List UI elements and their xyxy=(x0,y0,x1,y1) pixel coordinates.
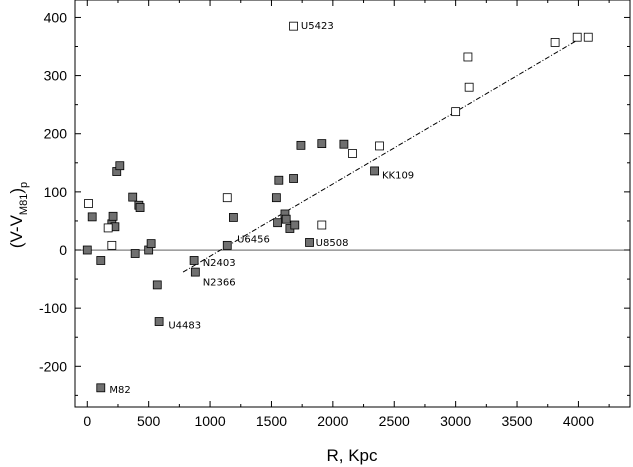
open-point-5 xyxy=(317,220,327,230)
x-tick-label: 1000 xyxy=(194,413,225,429)
open-point-11 xyxy=(550,38,560,47)
y-tick-label: 200 xyxy=(44,126,68,142)
filled-point-0 xyxy=(82,245,92,255)
x-tick-label: 4000 xyxy=(563,413,594,429)
y-tick-label: -200 xyxy=(39,358,67,374)
fit-line xyxy=(182,39,579,273)
y-tick-label: 100 xyxy=(44,184,68,200)
plot-frame xyxy=(74,0,631,408)
filled-point-26 xyxy=(289,174,298,183)
x-axis-ticks: 0 500 1000 1500 2000 2500 3000 3500 4000 xyxy=(83,0,610,429)
filled-point-9 xyxy=(130,249,140,258)
filled-point-2 xyxy=(96,256,106,265)
open-point-6 xyxy=(348,149,357,158)
filled-point-4 xyxy=(108,211,118,221)
filled-point-7 xyxy=(115,161,125,171)
open-point-4 xyxy=(289,21,298,31)
open-point-3 xyxy=(222,193,232,203)
open-point-9 xyxy=(463,52,473,62)
y-axis-title-sub: M81 xyxy=(18,194,30,215)
filled-point-16 xyxy=(189,256,199,265)
y-tick-label: 400 xyxy=(44,9,68,25)
open-point-7 xyxy=(375,141,384,151)
annotation-u5423: U5423 xyxy=(301,21,334,32)
data-points xyxy=(82,21,593,393)
filled-point-31 xyxy=(339,139,349,149)
y-axis-title-sub2: p xyxy=(18,182,30,188)
filled-point-15 xyxy=(154,317,164,326)
filled-point-32 xyxy=(370,166,380,176)
filled-point-22 xyxy=(274,175,284,185)
open-point-13 xyxy=(583,32,593,42)
annotations: U5423 KK109 U6456 U8508 N2403 N2366 U4483 M82 xyxy=(109,21,414,396)
x-tick-label: 2000 xyxy=(317,413,348,429)
x-tick-label: 0 xyxy=(83,413,91,429)
annotation-u8508: U8508 xyxy=(316,238,349,249)
regression-line xyxy=(182,39,579,273)
open-point-8 xyxy=(451,107,461,117)
annotation-n2403: N2403 xyxy=(203,258,236,269)
x-tick-label: 3000 xyxy=(440,413,471,429)
annotation-n2366: N2366 xyxy=(203,278,236,289)
filled-point-29 xyxy=(305,238,314,247)
x-tick-label: 1500 xyxy=(256,413,287,429)
filled-point-27 xyxy=(290,220,300,230)
y-axis-title: (V-VM81)p xyxy=(7,182,30,248)
open-point-10 xyxy=(464,82,474,92)
open-point-12 xyxy=(572,32,582,42)
x-tick-label: 2500 xyxy=(379,413,410,429)
filled-point-1 xyxy=(87,212,97,222)
open-point-1 xyxy=(103,223,113,233)
filled-point-14 xyxy=(152,280,162,290)
annotation-m82: M82 xyxy=(109,385,130,396)
filled-point-19 xyxy=(228,213,238,222)
filled-point-11 xyxy=(135,203,145,212)
y-axis-title-close: ) xyxy=(7,188,26,194)
annotation-u4483: U4483 xyxy=(168,321,201,332)
annotation-u6456: U6456 xyxy=(237,235,270,246)
annotation-kk109: KK109 xyxy=(382,171,414,182)
y-axis-title-main: (V-V xyxy=(7,214,26,248)
filled-point-21 xyxy=(273,218,282,228)
filled-point-30 xyxy=(317,139,327,149)
filled-point-28 xyxy=(296,140,306,150)
x-tick-label: 3500 xyxy=(501,413,532,429)
filled-point-8 xyxy=(128,192,138,202)
filled-point-17 xyxy=(190,267,200,277)
x-tick-label: 500 xyxy=(137,413,161,429)
y-tick-label: 300 xyxy=(44,68,68,84)
y-axis-ticks: -200 -100 0 100 200 300 400 xyxy=(39,9,630,396)
y-tick-label: -100 xyxy=(39,300,67,316)
open-point-2 xyxy=(107,240,117,250)
filled-point-18 xyxy=(222,240,232,250)
open-point-0 xyxy=(84,199,93,208)
filled-point-13 xyxy=(146,239,156,249)
filled-point-20 xyxy=(271,193,281,203)
filled-point-33 xyxy=(96,383,106,393)
x-axis-title: R, Kpc xyxy=(326,446,378,465)
y-tick-label: 0 xyxy=(59,242,67,258)
filled-point-24 xyxy=(281,214,291,224)
